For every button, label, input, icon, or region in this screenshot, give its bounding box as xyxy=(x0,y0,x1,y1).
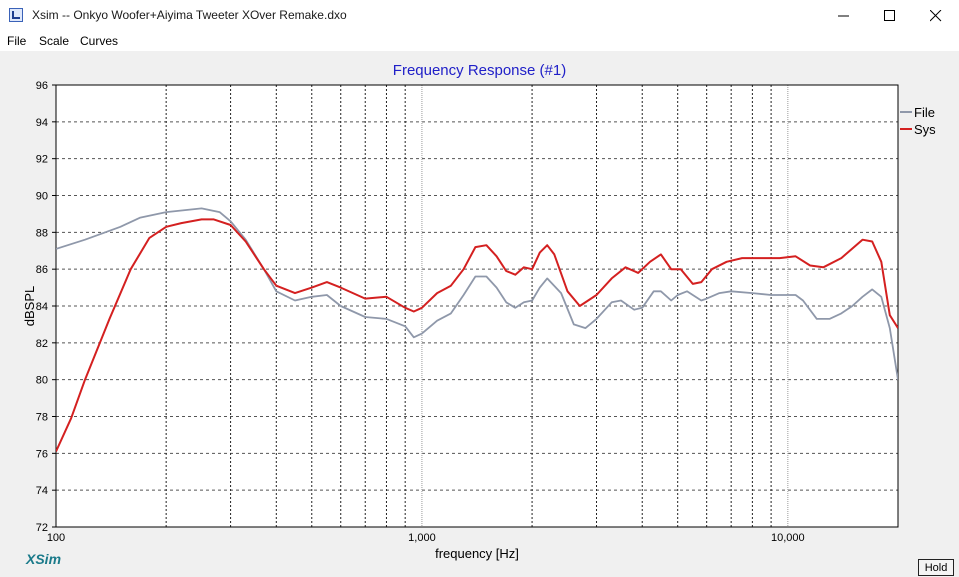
close-icon xyxy=(930,10,942,22)
y-tick-label: 78 xyxy=(36,412,48,424)
y-axis-label: dBSPL xyxy=(22,286,37,326)
chart-title: Frequency Response (#1) xyxy=(392,62,567,79)
xsim-app-icon[interactable] xyxy=(9,8,23,22)
y-tick-label: 86 xyxy=(36,264,48,276)
minimize-button[interactable] xyxy=(821,0,867,31)
title-bar: Xsim -- Onkyo Woofer+Aiyima Tweeter XOve… xyxy=(0,0,959,31)
x-axis-label: frequency [Hz] xyxy=(435,546,519,561)
menu-bar: File Scale Curves xyxy=(0,31,959,51)
close-button[interactable] xyxy=(913,0,959,31)
y-tick-label: 72 xyxy=(36,522,48,534)
legend-label-file: File xyxy=(914,105,935,120)
y-tick-label: 74 xyxy=(36,485,48,497)
menu-curves[interactable]: Curves xyxy=(80,34,119,48)
x-tick-label: 100 xyxy=(47,532,65,544)
maximize-icon xyxy=(884,10,895,21)
menu-scale[interactable]: Scale xyxy=(39,34,70,48)
series-file-line xyxy=(56,207,898,380)
y-tick-label: 88 xyxy=(36,227,48,239)
series-sys-line xyxy=(56,218,898,452)
y-tick-label: 76 xyxy=(36,448,48,460)
minimize-icon xyxy=(838,15,849,17)
x-tick-label: 10,000 xyxy=(771,532,805,544)
y-tick-label: 94 xyxy=(36,117,48,129)
hold-button[interactable]: Hold xyxy=(918,559,954,576)
xsim-logo: XSim xyxy=(26,551,62,567)
y-tick-label: 96 xyxy=(36,80,48,92)
legend-label-sys: Sys xyxy=(914,122,936,137)
y-tick-label: 80 xyxy=(36,375,48,387)
y-tick-label: 90 xyxy=(36,191,48,203)
y-tick-label: 82 xyxy=(36,338,48,350)
menu-file[interactable]: File xyxy=(7,34,27,48)
x-tick-label: 1,000 xyxy=(408,532,436,544)
maximize-button[interactable] xyxy=(867,0,913,31)
y-tick-label: 84 xyxy=(36,301,48,313)
window-title: Xsim -- Onkyo Woofer+Aiyima Tweeter XOve… xyxy=(32,8,347,22)
y-tick-label: 92 xyxy=(36,154,48,166)
